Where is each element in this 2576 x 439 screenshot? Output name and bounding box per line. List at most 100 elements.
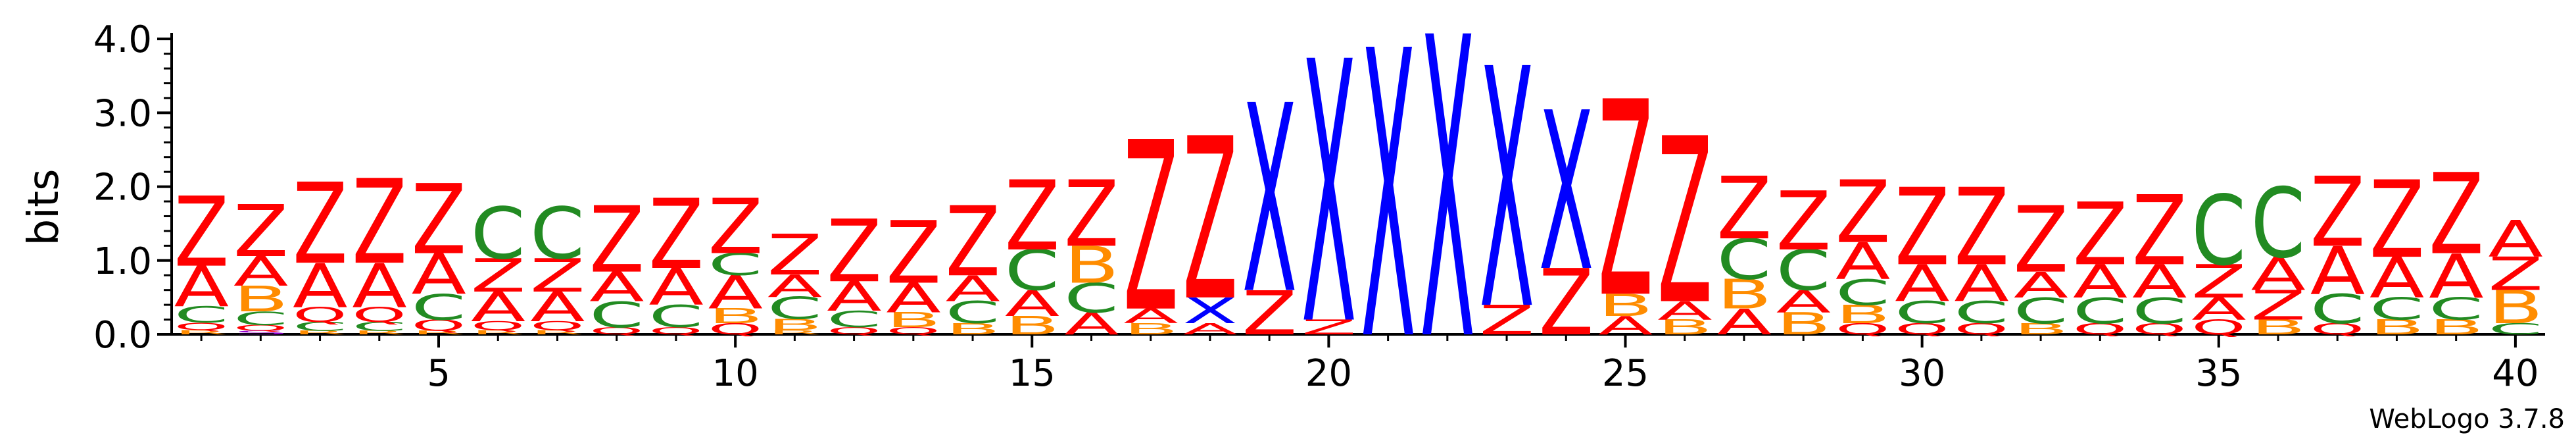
logo-letter-b-pos-2: B [233,279,289,321]
logo-letter-z-pos-6: Z [471,249,526,302]
logo-letter-c-pos-33: C [2073,291,2127,332]
logo-letter-a-pos-38: A [2369,246,2425,311]
logo-letter-z-pos-32: Z [2014,187,2069,293]
logo-letter-a-pos-32: A [2014,265,2069,306]
logo-letter-b-pos-13: B [886,308,941,332]
logo-letter-b-pos-27: B [1716,271,1772,318]
logo-letter-c-pos-38: C [2369,292,2424,327]
logo-letter-q-pos-4: Q [352,303,406,327]
logo-letter-z-pos-16: Z [1064,161,1119,267]
logo-letter-c-pos-27: C [1716,228,1771,293]
logo-letter-q-pos-37: Q [2310,320,2365,338]
logo-letter-z-pos-14: Z [946,186,1001,298]
logo-letter-x-pos-18: X [1182,291,1238,332]
logo-letter-a-pos-4: A [352,251,406,321]
logo-letter-a-pos-36: A [2250,248,2306,301]
logo-letter-c-pos-8: C [589,294,644,336]
logo-letter-q-pos-31: Q [1954,320,2008,338]
logo-letter-c-pos-34: C [2132,291,2187,332]
logo-letter-b-pos-10: B [708,305,764,328]
logo-letter-c-pos-10: C [708,247,763,283]
logo-letter-r-pos-3: R [293,330,347,336]
logo-letter-b-pos-15: B [1005,311,1060,341]
logo-letter-z-pos-33: Z [2073,184,2128,284]
logo-letter-z-pos-28: Z [1776,174,1832,269]
logo-letter-z-pos-39: Z [2429,149,2484,279]
logo-letter-z-pos-34: Z [2132,175,2187,287]
logo-letter-x-pos-23: X [1480,0,1535,382]
logo-letter-z-pos-25: Z [1598,45,1653,357]
logo-letter-a-pos-26: A [1657,296,1713,326]
logo-letter-z-pos-18: Z [1182,91,1238,350]
logo-letter-a-pos-39: A [2429,242,2483,312]
logo-letter-x-pos-20: X [1301,0,1357,405]
logo-letter-z-pos-5: Z [412,164,467,276]
logo-letter-q-pos-12: Q [827,325,881,337]
x-tick-label: 25 [1602,352,1649,395]
y-tick-label: 1.0 [93,240,152,283]
logo-letter-a-pos-18: A [1182,320,1238,338]
logo-letter-z-pos-7: Z [530,249,585,302]
logo-letter-z-pos-1: Z [174,176,230,288]
logo-letter-q-pos-29: Q [1835,320,1890,338]
logo-letter-q-pos-9: Q [648,325,703,337]
logo-letter-q-pos-8: Q [589,325,644,337]
logo-letter-c-pos-4: C [352,319,406,334]
logo-letter-c-pos-12: C [827,306,881,332]
logo-letter-z-pos-23: Z [1480,297,1535,344]
logo-letter-q-pos-13: Q [886,325,940,337]
logo-letter-c-pos-37: C [2310,286,2365,334]
logo-letter-c-pos-32: C [2014,291,2068,332]
x-tick-label: 30 [1899,352,1945,395]
logo-letter-z-pos-40: Z [2488,248,2543,301]
logo-letter-z-pos-30: Z [1895,165,1950,289]
logo-letter-b-pos-39: B [2429,315,2484,339]
logo-letter-b-pos-28: B [1776,306,1832,342]
logo-letter-c-pos-28: C [1776,239,1831,304]
logo-letter-b-pos-26: B [1657,315,1713,339]
x-tick-label: 10 [712,352,759,395]
logo-letter-c-pos-40: C [2488,321,2542,338]
logo-letter-z-pos-24: Z [1539,250,1594,356]
logo-letter-a-pos-30: A [1895,255,1950,314]
y-tick-label: 4.0 [93,18,152,61]
logo-letter-q-pos-10: Q [708,320,763,338]
logo-letter-x-pos-24: X [1539,66,1594,320]
logo-letter-c-pos-5: C [412,287,466,328]
logo-letter-c-pos-11: C [767,291,822,326]
logo-letter-r-pos-5: R [412,330,466,336]
logo-letter-a-pos-29: A [1835,232,1891,292]
logo-letter-a-pos-40: A [2488,210,2543,269]
logo-letter-a-pos-17: A [1123,305,1179,328]
logo-letter-a-pos-6: A [471,284,526,331]
logo-letter-b-pos-17: B [1123,320,1179,338]
logo-letter-b-pos-14: B [946,320,1001,338]
logo-letter-z-pos-17: Z [1123,94,1179,364]
logo-letter-a-pos-27: A [1716,301,1772,343]
logo-letter-b-pos-38: B [2369,315,2425,339]
logo-letter-a-pos-3: A [293,251,347,321]
logo-letter-z-pos-29: Z [1835,163,1891,263]
y-axis-label: bits [20,169,68,246]
x-tick-label: 40 [2492,352,2539,395]
logo-letter-a-pos-28: A [1776,284,1831,319]
y-tick-label: 2.0 [93,167,152,209]
logo-letter-c-pos-14: C [946,296,1000,331]
logo-letter-q-pos-2: Q [233,323,288,332]
logo-letter-z-pos-15: Z [1005,160,1060,272]
logo-letter-c-pos-29: C [1835,272,1890,313]
logo-letter-c-pos-39: C [2429,292,2483,327]
logo-letter-c-pos-3: C [293,319,347,334]
logo-letter-a-pos-25: A [1598,311,1653,341]
logo-letter-z-pos-3: Z [293,159,348,289]
weblogo-credit: WebLogo 3.7.8 [2369,404,2565,434]
logo-letter-r-pos-11: R [767,328,821,336]
logo-letter-q-pos-3: Q [293,303,347,327]
logo-letter-z-pos-26: Z [1657,90,1713,355]
logo-letter-b-pos-16: B [1064,236,1119,296]
logo-letter-z-pos-9: Z [648,178,704,290]
logo-letter-z-pos-4: Z [352,155,407,290]
logo-letter-a-pos-9: A [648,258,704,317]
logo-letter-a-pos-13: A [886,274,941,322]
logo-letter-z-pos-27: Z [1716,159,1772,259]
